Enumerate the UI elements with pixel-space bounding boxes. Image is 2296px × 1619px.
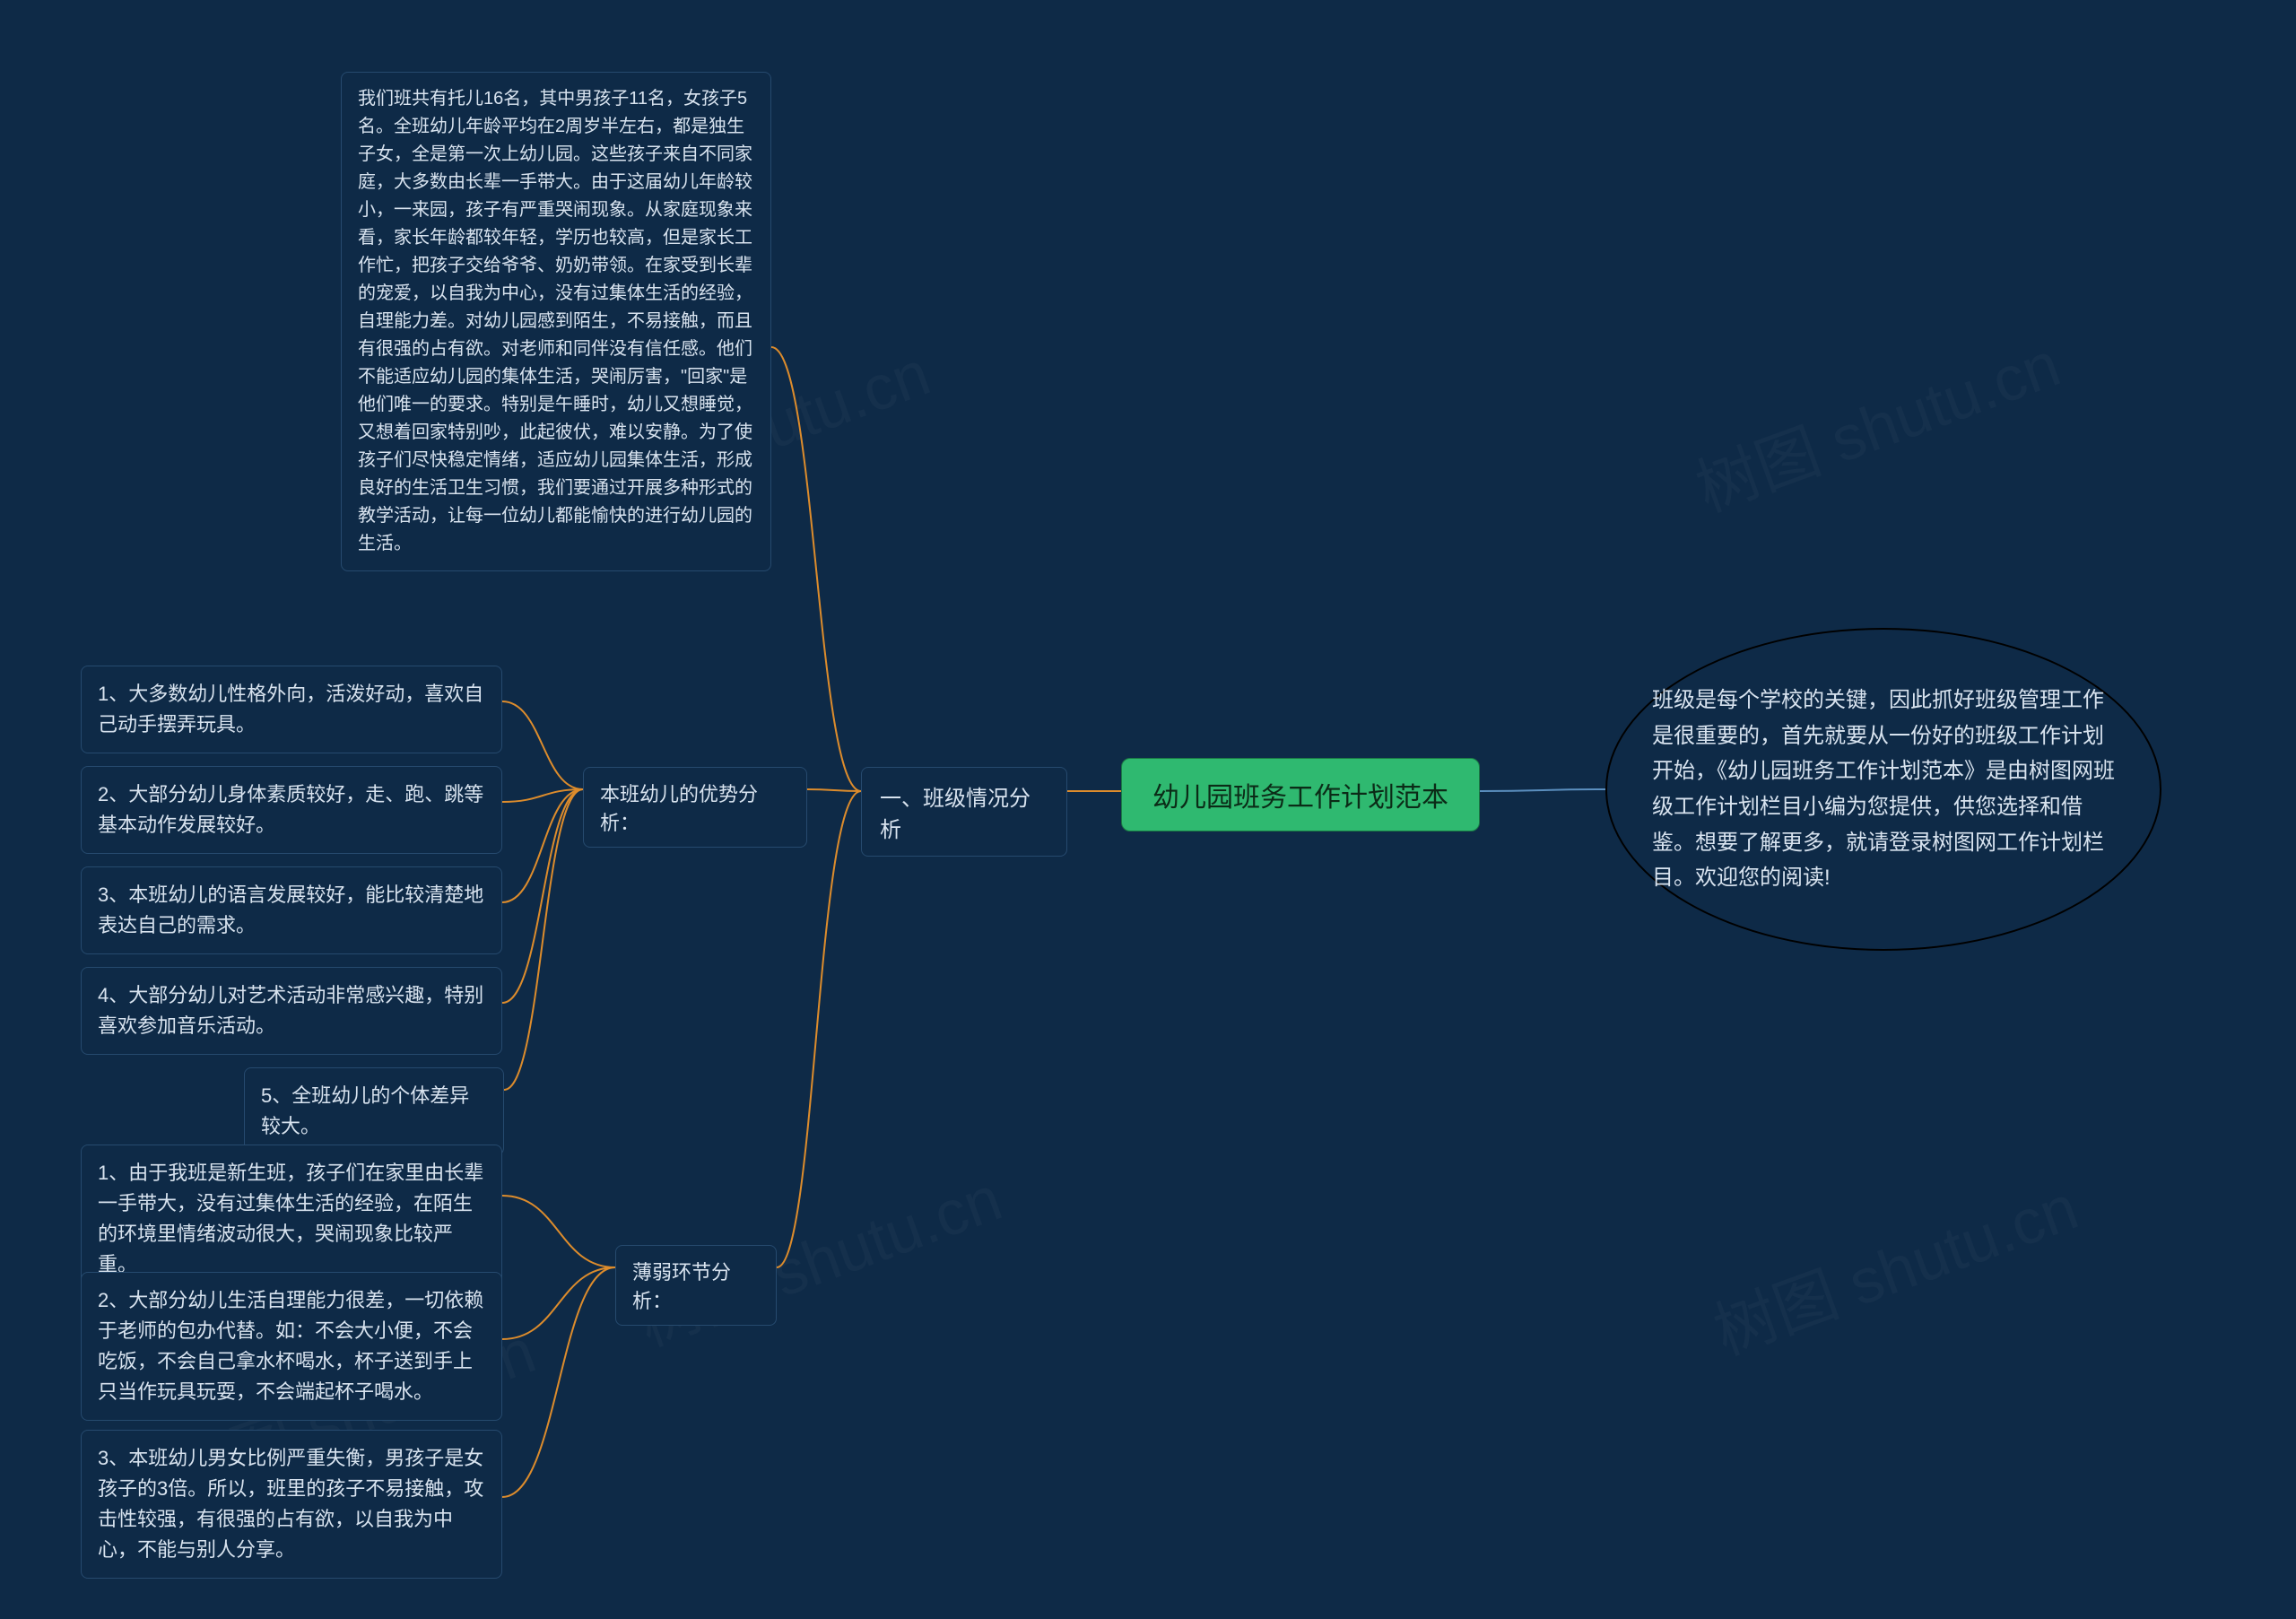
adv-item-2[interactable]: 2、大部分幼儿身体素质较好，走、跑、跳等基本动作发展较好。 [81, 766, 502, 854]
adv-item-text: 5、全班幼儿的个体差异较大。 [261, 1084, 469, 1137]
adv-item-1[interactable]: 1、大多数幼儿性格外向，活泼好动，喜欢自己动手摆弄玩具。 [81, 666, 502, 753]
root-label: 幼儿园班务工作计划范本 [1152, 783, 1448, 813]
class-overview-node[interactable]: 我们班共有托儿16名，其中男孩子11名，女孩子5名。全班幼儿年龄平均在2周岁半左… [341, 72, 771, 571]
section-analysis[interactable]: 一、班级情况分析 [861, 767, 1067, 857]
adv-item-text: 2、大部分幼儿身体素质较好，走、跑、跳等基本动作发展较好。 [98, 783, 483, 836]
weak-item-text: 1、由于我班是新生班，孩子们在家里由长辈一手带大，没有过集体生活的经验，在陌生的… [98, 1162, 483, 1275]
weak-item-3[interactable]: 3、本班幼儿男女比例严重失衡，男孩子是女孩子的3倍。所以，班里的孩子不易接触，攻… [81, 1430, 502, 1579]
adv-item-text: 4、大部分幼儿对艺术活动非常感兴趣，特别喜欢参加音乐活动。 [98, 984, 483, 1037]
weak-item-text: 3、本班幼儿男女比例严重失衡，男孩子是女孩子的3倍。所以，班里的孩子不易接触，攻… [98, 1447, 483, 1561]
weak-item-2[interactable]: 2、大部分幼儿生活自理能力很差，一切依赖于老师的包办代替。如：不会大小便，不会吃… [81, 1272, 502, 1421]
sub-advantage-label: 本班幼儿的优势分析： [600, 783, 758, 834]
section-label: 一、班级情况分析 [880, 787, 1031, 842]
watermark: 树图 shutu.cn [1700, 1158, 2089, 1373]
sub-weakness-label: 薄弱环节分析： [632, 1261, 731, 1312]
intro-node[interactable]: 班级是每个学校的关键，因此抓好班级管理工作是很重要的，首先就要从一份好的班级工作… [1605, 628, 2161, 951]
sub-weakness[interactable]: 薄弱环节分析： [615, 1245, 777, 1326]
watermark: 树图 shutu.cn [1683, 315, 2071, 530]
sub-advantage[interactable]: 本班幼儿的优势分析： [583, 767, 807, 848]
adv-item-5[interactable]: 5、全班幼儿的个体差异较大。 [244, 1067, 504, 1155]
root-node[interactable]: 幼儿园班务工作计划范本 [1121, 758, 1480, 831]
adv-item-text: 1、大多数幼儿性格外向，活泼好动，喜欢自己动手摆弄玩具。 [98, 683, 483, 736]
adv-item-3[interactable]: 3、本班幼儿的语言发展较好，能比较清楚地表达自己的需求。 [81, 866, 502, 954]
adv-item-4[interactable]: 4、大部分幼儿对艺术活动非常感兴趣，特别喜欢参加音乐活动。 [81, 967, 502, 1055]
intro-text: 班级是每个学校的关键，因此抓好班级管理工作是很重要的，首先就要从一份好的班级工作… [1652, 683, 2115, 896]
adv-item-text: 3、本班幼儿的语言发展较好，能比较清楚地表达自己的需求。 [98, 883, 483, 936]
weak-item-text: 2、大部分幼儿生活自理能力很差，一切依赖于老师的包办代替。如：不会大小便，不会吃… [98, 1289, 483, 1403]
class-overview-text: 我们班共有托儿16名，其中男孩子11名，女孩子5名。全班幼儿年龄平均在2周岁半左… [358, 89, 752, 553]
